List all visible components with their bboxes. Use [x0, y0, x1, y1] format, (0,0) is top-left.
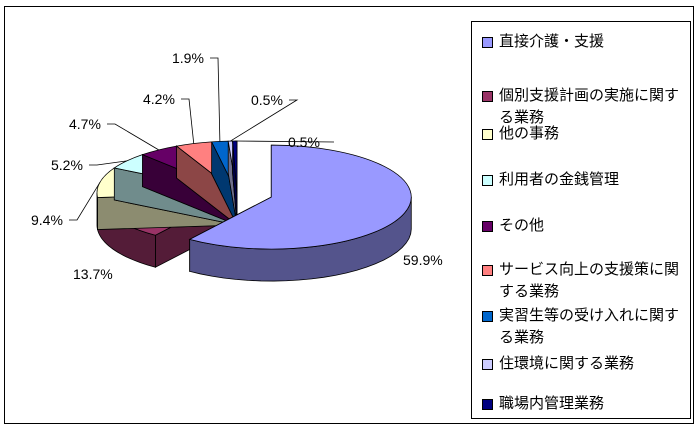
legend-swatch-2	[482, 129, 493, 140]
legend-label-2: 他の事務	[499, 124, 560, 142]
legend: 直接介護・支援個別支援計画の実施に関する業務 他の事務利用者の金銭管理 その他サービ…	[471, 21, 691, 419]
legend-label-1: 個別支援計画の実施に関する業務	[499, 86, 680, 126]
legend-label-5: サービス向上の支援策に関する業務	[499, 260, 680, 300]
legend-item-7: 住環境に関する業務	[482, 352, 687, 374]
data-label-0: 59.9%	[403, 252, 443, 268]
legend-swatch-7	[482, 359, 493, 370]
legend-label-0: 直接介護・支援	[499, 32, 605, 50]
legend-label-4: その他	[499, 216, 545, 234]
chart-frame: 59.9% 13.7% 9.4% 5.2% 4.7% 4.2% 1.9% 0.5% 0.5% 直…	[4, 6, 694, 424]
legend-swatch-0	[482, 37, 493, 48]
data-label-4: 4.7%	[69, 116, 101, 132]
legend-swatch-5	[482, 265, 493, 276]
legend-item-5: サービス向上の支援策に関する業務	[482, 258, 687, 302]
leader-line-7	[230, 99, 299, 142]
legend-item-3: 利用者の金銭管理	[482, 168, 687, 190]
leader-line-3	[89, 160, 127, 166]
data-label-7: 0.5%	[251, 92, 283, 108]
data-label-8: 0.5%	[288, 134, 320, 150]
leader-line-4	[107, 123, 159, 151]
leader-line-2	[69, 182, 101, 221]
data-label-5: 4.2%	[143, 91, 175, 107]
legend-swatch-4	[482, 221, 493, 232]
pie-chart: 59.9% 13.7% 9.4% 5.2% 4.7% 4.2% 1.9% 0.5% 0.5%	[31, 50, 443, 282]
legend-item-2: 他の事務	[482, 122, 687, 144]
legend-label-6: 実習生等の受け入れに関する業務	[499, 306, 680, 346]
leader-line-6	[210, 57, 221, 142]
leader-line-8	[234, 140, 335, 143]
legend-label-7: 住環境に関する業務	[499, 354, 635, 372]
legend-item-8: 職場内管理業務	[482, 392, 687, 414]
legend-swatch-3	[482, 175, 493, 186]
legend-item-6: 実習生等の受け入れに関する業務	[482, 304, 687, 348]
legend-label-8: 職場内管理業務	[499, 394, 605, 412]
data-label-3: 5.2%	[51, 157, 83, 173]
data-label-6: 1.9%	[172, 50, 204, 66]
data-label-1: 13.7%	[73, 266, 113, 282]
legend-swatch-8	[482, 399, 493, 410]
leader-line-5	[181, 98, 195, 144]
legend-item-1: 個別支援計画の実施に関する業務	[482, 84, 687, 128]
legend-swatch-1	[482, 91, 493, 102]
legend-item-0: 直接介護・支援	[482, 30, 687, 52]
legend-item-4: その他	[482, 214, 687, 236]
legend-swatch-6	[482, 311, 493, 322]
legend-label-3: 利用者の金銭管理	[499, 170, 620, 188]
pie-slice-0	[188, 144, 412, 282]
data-label-2: 9.4%	[31, 212, 63, 228]
